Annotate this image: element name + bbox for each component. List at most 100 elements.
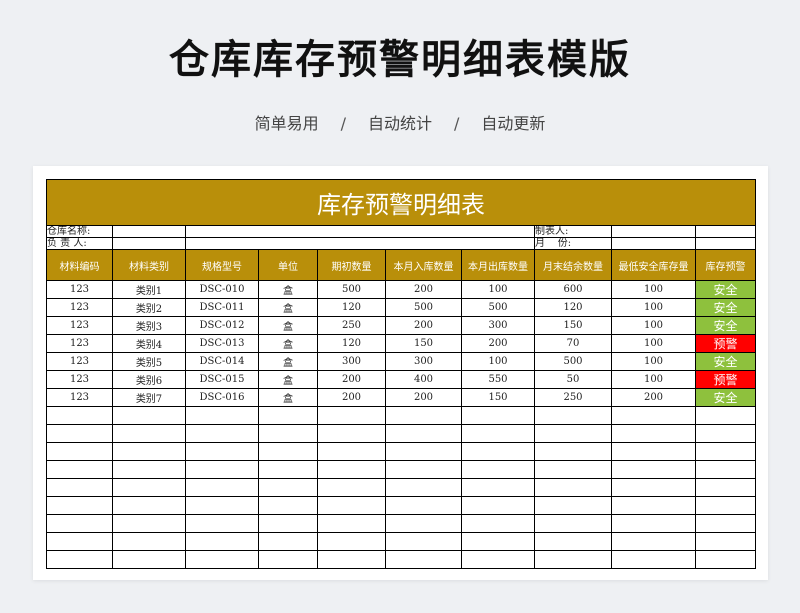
info-blank-cell[interactable] [185,237,535,250]
empty-cell[interactable] [461,532,535,551]
empty-cell[interactable] [534,550,612,569]
empty-cell[interactable] [534,460,612,479]
empty-cell[interactable] [46,514,113,533]
cell-in[interactable]: 500 [385,298,462,317]
empty-cell[interactable] [258,424,318,443]
empty-cell[interactable] [317,496,386,515]
empty-cell[interactable] [185,406,259,425]
cell-category[interactable]: 类别3 [112,316,186,335]
cell-min[interactable]: 100 [611,334,696,353]
cell-out[interactable]: 200 [461,334,535,353]
empty-cell[interactable] [534,424,612,443]
empty-cell[interactable] [258,406,318,425]
empty-cell[interactable] [112,550,186,569]
empty-cell[interactable] [694,460,757,479]
maker-value-cell[interactable] [611,225,696,238]
cell-in[interactable]: 150 [385,334,462,353]
cell-spec[interactable]: DSC-015 [185,370,259,389]
empty-cell[interactable] [694,478,757,497]
status-cell[interactable]: 预警 [694,334,757,353]
empty-cell[interactable] [46,478,113,497]
cell-category[interactable]: 类别2 [112,298,186,317]
empty-cell[interactable] [185,514,259,533]
status-cell[interactable]: 安全 [694,316,757,335]
status-cell[interactable]: 安全 [694,352,757,371]
cell-unit[interactable]: 盒 [258,388,318,407]
cell-spec[interactable]: DSC-016 [185,388,259,407]
empty-cell[interactable] [534,478,612,497]
cell-closing[interactable]: 600 [534,280,612,299]
cell-opening[interactable]: 200 [317,388,386,407]
cell-closing[interactable]: 150 [534,316,612,335]
empty-cell[interactable] [258,442,318,461]
empty-cell[interactable] [461,424,535,443]
cell-closing[interactable]: 70 [534,334,612,353]
empty-cell[interactable] [461,496,535,515]
empty-cell[interactable] [258,514,318,533]
empty-cell[interactable] [611,478,696,497]
cell-in[interactable]: 200 [385,280,462,299]
cell-min[interactable]: 100 [611,370,696,389]
empty-cell[interactable] [611,460,696,479]
empty-cell[interactable] [611,514,696,533]
cell-min[interactable]: 100 [611,316,696,335]
month-value-cell[interactable] [611,237,696,250]
status-cell[interactable]: 安全 [694,388,757,407]
empty-cell[interactable] [46,550,113,569]
empty-cell[interactable] [385,532,462,551]
cell-unit[interactable]: 盒 [258,334,318,353]
status-cell[interactable]: 安全 [694,280,757,299]
cell-unit[interactable]: 盒 [258,298,318,317]
empty-cell[interactable] [534,532,612,551]
empty-cell[interactable] [694,514,757,533]
empty-cell[interactable] [611,424,696,443]
cell-opening[interactable]: 120 [317,334,386,353]
cell-code[interactable]: 123 [46,280,113,299]
cell-min[interactable]: 100 [611,352,696,371]
cell-out[interactable]: 300 [461,316,535,335]
empty-cell[interactable] [317,442,386,461]
empty-cell[interactable] [258,532,318,551]
empty-cell[interactable] [694,496,757,515]
cell-unit[interactable]: 盒 [258,352,318,371]
cell-spec[interactable]: DSC-013 [185,334,259,353]
empty-cell[interactable] [694,550,757,569]
empty-cell[interactable] [112,514,186,533]
empty-cell[interactable] [258,460,318,479]
empty-cell[interactable] [317,532,386,551]
empty-cell[interactable] [317,460,386,479]
empty-cell[interactable] [258,478,318,497]
empty-cell[interactable] [694,406,757,425]
empty-cell[interactable] [461,478,535,497]
empty-cell[interactable] [385,460,462,479]
empty-cell[interactable] [185,460,259,479]
cell-unit[interactable]: 盒 [258,370,318,389]
cell-in[interactable]: 300 [385,352,462,371]
cell-closing[interactable]: 250 [534,388,612,407]
empty-cell[interactable] [258,496,318,515]
warehouse-value-cell[interactable] [112,225,186,238]
empty-cell[interactable] [258,550,318,569]
empty-cell[interactable] [534,514,612,533]
empty-cell[interactable] [385,478,462,497]
cell-closing[interactable]: 120 [534,298,612,317]
empty-cell[interactable] [534,442,612,461]
cell-category[interactable]: 类别4 [112,334,186,353]
cell-out[interactable]: 100 [461,352,535,371]
cell-code[interactable]: 123 [46,316,113,335]
empty-cell[interactable] [112,496,186,515]
manager-value-cell[interactable] [112,237,186,250]
cell-opening[interactable]: 500 [317,280,386,299]
cell-out[interactable]: 550 [461,370,535,389]
cell-unit[interactable]: 盒 [258,280,318,299]
empty-cell[interactable] [112,406,186,425]
cell-code[interactable]: 123 [46,352,113,371]
empty-cell[interactable] [611,496,696,515]
empty-cell[interactable] [694,424,757,443]
status-cell[interactable]: 预警 [694,370,757,389]
empty-cell[interactable] [112,424,186,443]
cell-in[interactable]: 200 [385,316,462,335]
cell-code[interactable]: 123 [46,298,113,317]
cell-unit[interactable]: 盒 [258,316,318,335]
cell-min[interactable]: 100 [611,280,696,299]
